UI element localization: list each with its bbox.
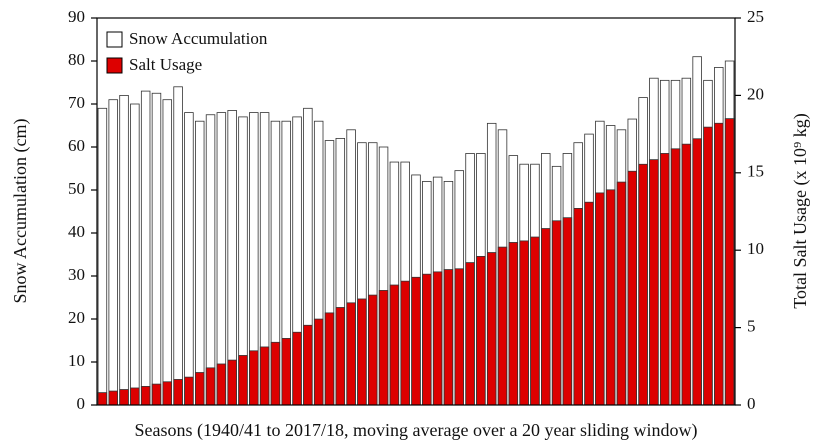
bar bbox=[249, 350, 259, 406]
legend-swatch bbox=[106, 57, 123, 74]
bar bbox=[140, 386, 151, 406]
y-tick-label: 0 bbox=[77, 394, 86, 413]
y-axis-label: Snow Accumulation (cm) bbox=[10, 119, 31, 304]
bar bbox=[411, 276, 421, 406]
bar bbox=[281, 338, 291, 406]
legend-swatch bbox=[106, 31, 123, 48]
bar bbox=[562, 217, 573, 406]
bar bbox=[681, 143, 692, 406]
bar bbox=[119, 95, 129, 406]
bar bbox=[335, 307, 346, 406]
bar bbox=[530, 236, 540, 406]
bar bbox=[130, 387, 140, 406]
bar bbox=[313, 318, 324, 406]
legend-label: Salt Usage bbox=[129, 55, 202, 74]
y-tick-label: 40 bbox=[68, 222, 85, 241]
y2-tick-label: 20 bbox=[747, 84, 764, 103]
bar bbox=[357, 298, 367, 406]
bar bbox=[422, 273, 432, 406]
bar bbox=[519, 240, 529, 406]
plot-frame bbox=[96, 17, 736, 406]
bar bbox=[162, 381, 173, 406]
bar bbox=[292, 331, 302, 406]
y-tick-label: 50 bbox=[68, 179, 85, 198]
y2-tick-label: 5 bbox=[747, 317, 756, 336]
bar bbox=[205, 114, 216, 406]
bar bbox=[259, 346, 270, 406]
y-tick-label: 90 bbox=[68, 7, 85, 26]
bar bbox=[324, 312, 335, 406]
bar bbox=[724, 118, 735, 406]
y-tick-label: 80 bbox=[68, 50, 85, 69]
bar bbox=[389, 284, 400, 406]
bar bbox=[130, 103, 140, 406]
y-tick-label: 70 bbox=[68, 93, 85, 112]
bar bbox=[541, 228, 551, 406]
bar bbox=[573, 208, 583, 406]
y2-tick-label: 15 bbox=[747, 162, 764, 181]
bar bbox=[97, 392, 108, 406]
bar bbox=[378, 290, 389, 406]
bar bbox=[465, 262, 475, 406]
bar bbox=[238, 355, 248, 406]
bar bbox=[670, 148, 681, 406]
y-tick-label: 60 bbox=[68, 136, 85, 155]
y-tick-label: 30 bbox=[68, 265, 85, 284]
bar bbox=[108, 99, 118, 406]
bar bbox=[227, 359, 237, 406]
bar bbox=[508, 242, 519, 406]
bar bbox=[497, 246, 508, 406]
bar bbox=[476, 255, 486, 406]
bar bbox=[616, 181, 627, 406]
bar bbox=[303, 324, 313, 406]
bar bbox=[454, 268, 464, 406]
bar bbox=[432, 271, 443, 406]
bar bbox=[400, 280, 410, 406]
x-axis-label: Seasons (1940/41 to 2017/18, moving aver… bbox=[135, 420, 698, 441]
bar bbox=[595, 192, 605, 406]
bar bbox=[270, 341, 281, 406]
bar bbox=[443, 269, 454, 406]
y-tick-label: 10 bbox=[68, 351, 85, 370]
y2-axis-label: Total Salt Usage (x 10⁹ kg) bbox=[790, 113, 811, 308]
bar bbox=[173, 379, 183, 406]
bar bbox=[346, 302, 356, 406]
bar bbox=[216, 363, 227, 406]
bar bbox=[368, 294, 378, 406]
bar bbox=[97, 107, 108, 406]
y-tick-label: 20 bbox=[68, 308, 85, 327]
bar bbox=[649, 159, 659, 406]
bar bbox=[714, 122, 724, 406]
bar bbox=[584, 201, 594, 406]
bar bbox=[119, 389, 129, 406]
bar bbox=[638, 163, 648, 406]
bar bbox=[184, 376, 194, 406]
bar bbox=[486, 252, 497, 406]
bar bbox=[551, 220, 562, 406]
bar bbox=[108, 390, 118, 406]
bar bbox=[703, 126, 713, 406]
bar bbox=[151, 92, 162, 406]
bar bbox=[659, 153, 670, 406]
bar bbox=[173, 86, 183, 406]
bar bbox=[627, 170, 637, 406]
bar bbox=[184, 112, 194, 406]
bar bbox=[162, 99, 173, 406]
bar bbox=[151, 383, 162, 406]
bar bbox=[216, 112, 227, 406]
bar bbox=[195, 120, 205, 406]
y2-tick-label: 10 bbox=[747, 239, 764, 258]
y2-tick-label: 0 bbox=[747, 394, 756, 413]
legend-label: Snow Accumulation bbox=[129, 29, 268, 48]
bar bbox=[605, 189, 616, 406]
bar bbox=[140, 90, 151, 406]
y2-tick-label: 25 bbox=[747, 7, 764, 26]
bar bbox=[195, 372, 205, 406]
bar bbox=[205, 367, 216, 406]
bar bbox=[692, 138, 702, 406]
